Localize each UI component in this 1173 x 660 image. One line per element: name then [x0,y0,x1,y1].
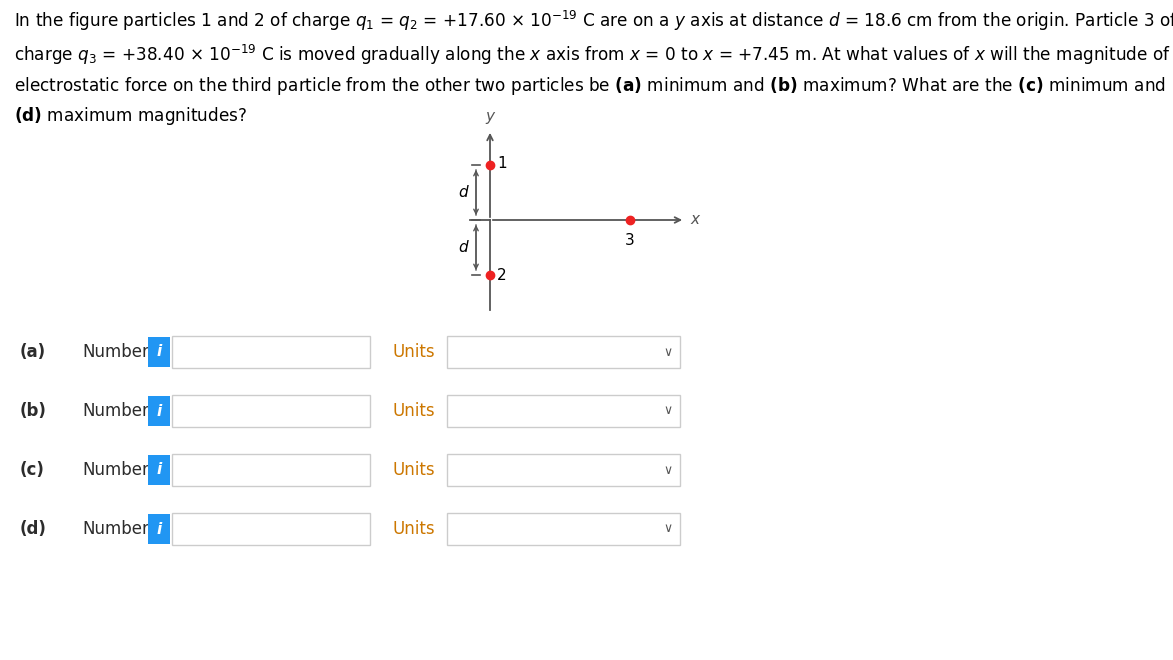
Text: Number: Number [82,520,149,538]
Text: Number: Number [82,343,149,361]
Text: Units: Units [393,343,435,361]
Text: ∨: ∨ [664,523,672,535]
Text: d: d [459,240,468,255]
Text: x: x [690,213,699,228]
Text: In the figure particles 1 and 2 of charge $q_1$ = $q_2$ = +17.60 × 10$^{-19}$ C : In the figure particles 1 and 2 of charg… [14,9,1173,127]
Text: Number: Number [82,402,149,420]
Text: Number: Number [82,461,149,479]
FancyBboxPatch shape [172,513,369,545]
FancyBboxPatch shape [447,336,680,368]
FancyBboxPatch shape [447,454,680,486]
FancyBboxPatch shape [148,396,170,426]
Text: (c): (c) [20,461,45,479]
Text: Units: Units [393,520,435,538]
Text: i: i [156,463,162,477]
Text: (a): (a) [20,343,46,361]
Text: i: i [156,403,162,418]
FancyBboxPatch shape [172,336,369,368]
Text: (d): (d) [20,520,47,538]
FancyBboxPatch shape [172,454,369,486]
Text: 3: 3 [625,233,635,248]
Text: ∨: ∨ [664,405,672,418]
FancyBboxPatch shape [447,513,680,545]
Text: Units: Units [393,402,435,420]
Text: 2: 2 [497,269,507,284]
FancyBboxPatch shape [148,337,170,367]
Text: y: y [486,109,495,124]
Text: i: i [156,345,162,360]
Text: 1: 1 [497,156,507,172]
Text: ∨: ∨ [664,345,672,358]
Text: d: d [459,185,468,200]
FancyBboxPatch shape [447,395,680,427]
Text: ∨: ∨ [664,463,672,477]
FancyBboxPatch shape [172,395,369,427]
FancyBboxPatch shape [148,514,170,544]
Text: Units: Units [393,461,435,479]
Text: i: i [156,521,162,537]
FancyBboxPatch shape [148,455,170,485]
Text: (b): (b) [20,402,47,420]
